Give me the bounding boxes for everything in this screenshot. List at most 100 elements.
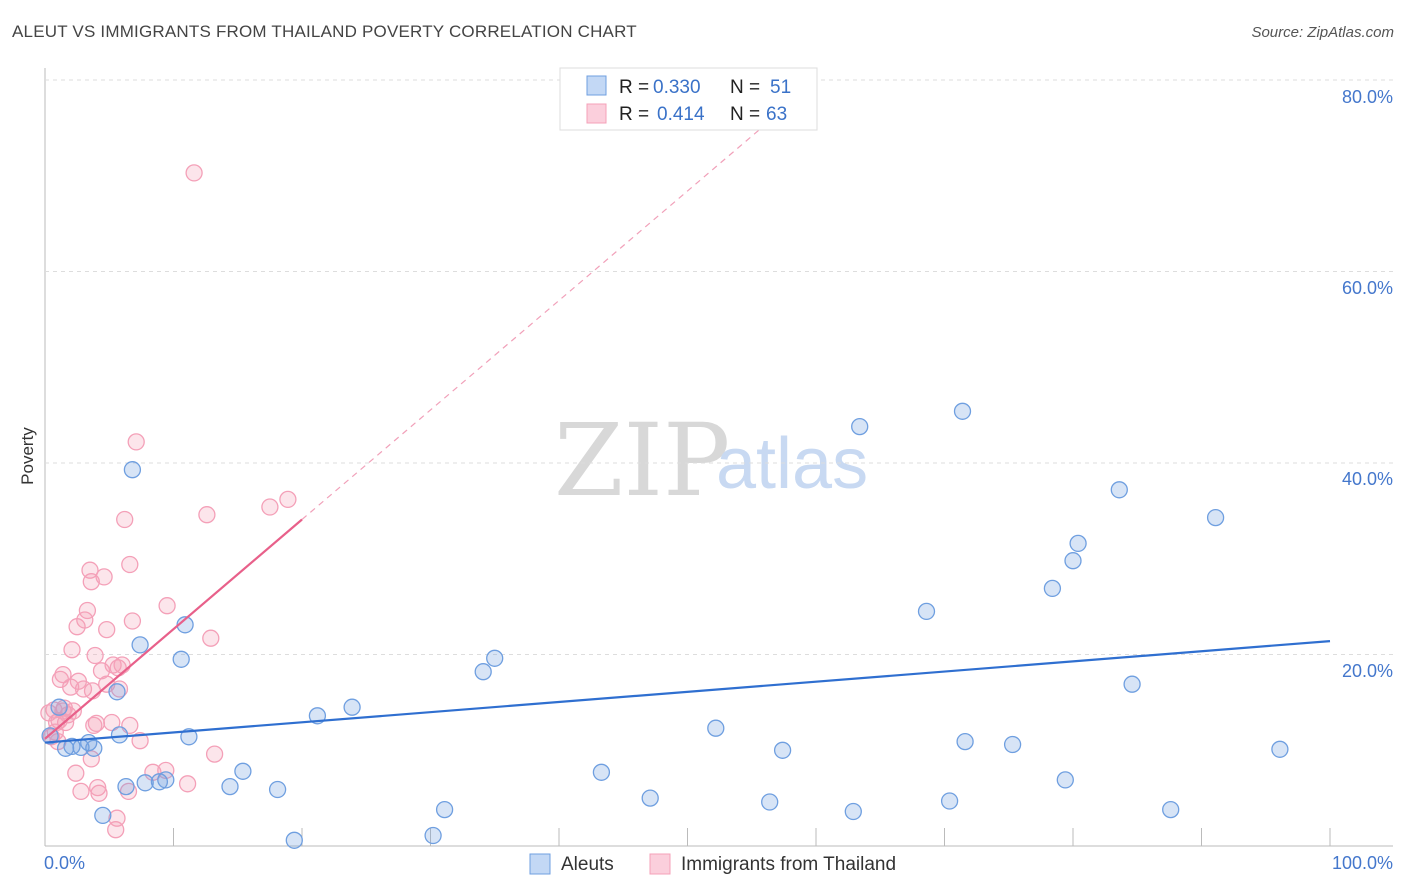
point-aleuts-21 [268, 780, 287, 799]
trend-lines [44, 114, 1331, 744]
point-thailand-56 [202, 629, 220, 647]
point-thailand-59 [279, 490, 297, 509]
legend-swatch-thailand [586, 103, 607, 124]
point-thailand-41 [110, 680, 129, 698]
point-aleuts-7 [94, 806, 112, 825]
point-thailand-54 [185, 164, 203, 182]
point-thailand-31 [90, 784, 108, 802]
point-aleuts-14 [150, 773, 169, 791]
legend-r-value-thailand: 0.414 [657, 104, 705, 125]
point-aleuts-20 [234, 762, 252, 780]
point-aleuts-34 [844, 802, 862, 821]
point-aleuts-1 [50, 698, 68, 716]
point-aleuts-28 [486, 649, 504, 667]
point-aleuts-49 [1271, 740, 1289, 758]
y-tick-label-60: 60.0% [1342, 278, 1393, 298]
point-thailand-57 [205, 745, 224, 763]
y-tick-label-40: 40.0% [1342, 469, 1393, 489]
point-aleuts-15 [157, 771, 175, 789]
y-tick-label-80: 80.0% [1342, 87, 1393, 107]
point-aleuts-39 [956, 732, 974, 751]
point-thailand-44 [119, 782, 138, 801]
point-aleuts-29 [592, 763, 611, 781]
point-aleuts-26 [435, 800, 454, 819]
point-aleuts-27 [474, 663, 492, 681]
point-thailand-29 [87, 714, 106, 733]
point-aleuts-9 [110, 726, 129, 744]
trend-line-extension-thailand [301, 114, 777, 520]
point-thailand-47 [123, 612, 142, 630]
point-aleuts-35 [851, 417, 869, 436]
point-thailand-25 [82, 573, 100, 591]
point-thailand-14 [63, 641, 81, 659]
trend-line-aleuts [44, 639, 1331, 744]
point-aleuts-19 [221, 777, 239, 796]
point-thailand-24 [82, 750, 100, 768]
point-aleuts-18 [180, 728, 198, 746]
watermark-atlas: atlas [716, 424, 868, 504]
legend-r-label-thailand: R = [619, 104, 649, 125]
point-aleuts-36 [917, 602, 936, 621]
point-thailand-49 [131, 732, 149, 750]
point-aleuts-45 [1110, 481, 1128, 499]
point-aleuts-11 [123, 461, 142, 479]
point-aleuts-42 [1056, 771, 1074, 789]
point-thailand-58 [261, 498, 279, 516]
point-aleuts-46 [1123, 675, 1141, 693]
point-aleuts-16 [172, 650, 190, 668]
bottom-legend-swatch-aleuts [529, 853, 551, 875]
point-aleuts-8 [108, 683, 126, 701]
point-thailand-55 [198, 506, 216, 524]
point-aleuts-33 [773, 741, 792, 759]
legend-n-value-aleuts: 51 [770, 77, 791, 98]
x-tick-label-100: 100.0% [1332, 853, 1393, 873]
point-thailand-48 [127, 433, 145, 451]
legend-r-value-aleuts: 0.330 [653, 77, 701, 98]
point-aleuts-41 [1043, 579, 1062, 598]
point-aleuts-37 [940, 792, 959, 810]
chart-source: Source: ZipAtlas.com [1251, 24, 1394, 41]
point-thailand-53 [178, 775, 197, 793]
point-aleuts-25 [424, 826, 442, 845]
point-thailand-27 [85, 716, 103, 735]
legend-n-label-thailand: N = [730, 104, 760, 125]
point-aleuts-40 [1003, 735, 1022, 754]
point-aleuts-38 [953, 402, 972, 420]
point-aleuts-43 [1064, 552, 1082, 570]
bottom-legend: Aleuts Immigrants from Thailand [529, 853, 896, 875]
point-thailand-36 [103, 713, 121, 732]
legend-n-label-aleuts: N = [730, 77, 760, 98]
point-aleuts-24 [343, 698, 361, 716]
chart-title: ALEUT VS IMMIGRANTS FROM THAILAND POVERT… [12, 22, 637, 41]
gridlines [45, 79, 1393, 655]
point-thailand-52 [158, 597, 176, 615]
point-thailand-26 [83, 682, 102, 700]
point-thailand-43 [116, 510, 134, 529]
point-thailand-33 [95, 568, 113, 586]
point-thailand-46 [121, 555, 139, 574]
point-thailand-39 [108, 809, 126, 827]
legend-r-label-aleuts: R = [619, 77, 649, 98]
point-thailand-15 [64, 702, 82, 720]
point-aleuts-48 [1206, 508, 1225, 527]
series-aleuts-points [41, 402, 1289, 849]
point-aleuts-12 [131, 636, 149, 654]
point-thailand-34 [98, 620, 116, 639]
y-axis-label: Poverty [18, 427, 37, 485]
bottom-legend-label-aleuts: Aleuts [561, 854, 614, 875]
bottom-legend-label-thailand: Immigrants from Thailand [681, 854, 896, 875]
x-tick-label-0: 0.0% [44, 853, 85, 873]
y-tick-label-20: 20.0% [1342, 661, 1393, 681]
point-aleuts-6 [85, 739, 103, 757]
point-thailand-19 [72, 782, 90, 801]
point-aleuts-3 [63, 737, 81, 756]
series-thailand-points [40, 164, 297, 839]
point-aleuts-44 [1069, 534, 1087, 553]
legend-swatch-aleuts [586, 75, 607, 96]
bottom-legend-swatch-thailand [649, 853, 671, 875]
point-thailand-8 [54, 665, 72, 684]
point-aleuts-31 [707, 719, 725, 737]
legend: R = 0.330 N = 51 R = 0.414 N = 63 [559, 67, 818, 131]
point-thailand-42 [113, 656, 131, 674]
